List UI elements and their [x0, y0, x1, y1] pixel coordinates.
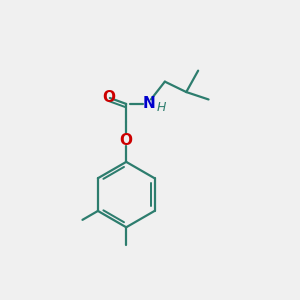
Text: N: N — [142, 96, 155, 111]
Text: O: O — [102, 91, 115, 106]
Text: H: H — [156, 101, 166, 114]
Text: O: O — [120, 133, 133, 148]
